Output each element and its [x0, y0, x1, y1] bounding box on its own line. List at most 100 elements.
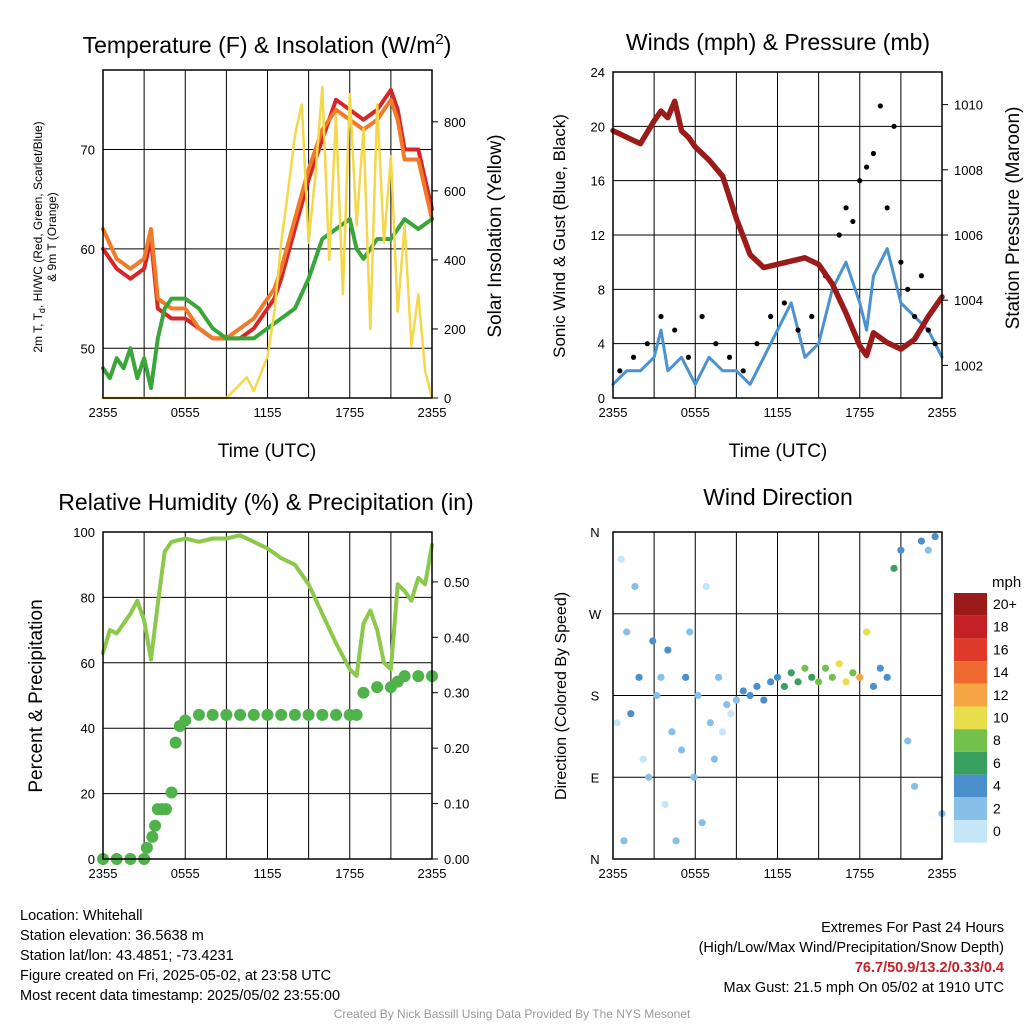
y-tick-label: W [589, 607, 602, 622]
precip-point [412, 670, 425, 683]
direction-point [801, 664, 809, 672]
temperature-ylabel-left-2: & 9m T (Orange) [45, 192, 59, 282]
y-tick-label: 80 [81, 590, 95, 605]
colorbar-label: 2 [993, 800, 1001, 816]
gust-point [925, 327, 931, 333]
direction-point [732, 696, 740, 704]
gust-point [713, 341, 719, 347]
extremes-subtitle: (High/Low/Max Wind/Precipitation/Snow De… [698, 940, 1004, 956]
y-tick-label: 4 [598, 337, 605, 352]
direction-point [706, 719, 714, 727]
precip-point [179, 714, 192, 727]
colorbar-label: 6 [993, 755, 1001, 771]
precip-point [357, 686, 370, 699]
direction-point [698, 819, 706, 827]
recent-timestamp: Most recent data timestamp: 2025/05/02 2… [20, 988, 341, 1004]
x-tick-label: 2355 [928, 405, 957, 420]
td-line [101, 217, 434, 391]
colorbar-swatch [954, 683, 987, 707]
gust-point [699, 313, 705, 320]
direction-point [917, 537, 926, 545]
direction-point [649, 637, 657, 645]
direction-point [897, 546, 905, 554]
y-tick-label-right: 800 [444, 115, 466, 130]
y-tick-label: N [590, 852, 599, 867]
x-tick-label: 2355 [89, 405, 118, 420]
colorbar-label: 8 [993, 732, 1001, 748]
precip-point [275, 708, 288, 721]
direction-point [808, 673, 816, 681]
direction-point [876, 664, 884, 672]
direction-point [639, 755, 647, 763]
direction-point [815, 678, 823, 686]
solar-insolation-line [101, 86, 434, 400]
x-tick-label: 2355 [418, 405, 447, 420]
x-tick-label: 0555 [171, 866, 200, 881]
direction-point [657, 673, 665, 681]
gust-point [795, 327, 801, 333]
direction-point [661, 800, 669, 809]
colorbar-swatch [954, 820, 987, 843]
gust-point [672, 327, 678, 333]
y-tick-label: 40 [81, 721, 95, 736]
sonic-wind-line [611, 247, 944, 386]
y-tick-label-right: 0.00 [444, 852, 469, 867]
gust-point [918, 273, 925, 279]
temperature-title: Temperature (F) & Insolation (W/m2) [83, 31, 452, 58]
precip-point [165, 786, 178, 799]
x-tick-label: 0555 [681, 405, 710, 420]
direction-point [863, 628, 871, 636]
figure-created: Figure created on Fri, 2025-05-02, at 23… [20, 968, 332, 984]
x-tick-label: 2355 [928, 866, 957, 881]
y-tick-label-right: 0.20 [444, 741, 469, 756]
direction-title: Wind Direction [703, 484, 853, 510]
y-tick-label: 20 [591, 119, 605, 134]
gust-point [740, 368, 746, 374]
winds-title: Winds (mph) & Pressure (mb) [626, 29, 930, 55]
direction-point [710, 755, 719, 763]
direction-point [694, 691, 702, 700]
y-tick-label-right: 1010 [954, 98, 983, 113]
x-tick-label: 1755 [335, 866, 364, 881]
y-tick-label-right: 1006 [954, 228, 983, 243]
y-tick-label-right: 600 [444, 184, 466, 199]
precip-point [140, 841, 153, 854]
direction-point [677, 746, 686, 754]
y-tick-label-right: 1002 [954, 358, 983, 373]
y-tick-label-right: 0.30 [444, 686, 469, 701]
colorbar-label: 10 [993, 710, 1009, 726]
gust-point [905, 286, 911, 292]
direction-point [828, 673, 836, 681]
extremes-box: Extremes For Past 24 Hours (High/Low/Max… [699, 918, 1004, 998]
y-tick-label-right: 0.10 [444, 797, 469, 812]
direction-point [883, 673, 891, 681]
direction-point [645, 773, 653, 781]
plot-frame [102, 69, 433, 399]
y-tick-label: 20 [81, 787, 95, 802]
precip-point [169, 736, 182, 749]
relative-humidity-line [101, 533, 434, 678]
station-pressure-line [610, 98, 945, 359]
direction-point [690, 773, 698, 781]
humidity-title: Relative Humidity (%) & Precipitation (i… [58, 489, 473, 515]
precip-point [330, 708, 343, 721]
direction-point [627, 710, 635, 718]
station-location: Location: Whitehall [20, 908, 143, 924]
x-tick-label: 2355 [599, 405, 628, 420]
direction-ylabel-left: Direction (Colored By Speed) [553, 592, 570, 800]
direction-point [727, 710, 735, 718]
winds-ylabel-right: Station Pressure (Maroon) [1003, 107, 1024, 330]
y-tick-label-right: 200 [444, 322, 466, 337]
direction-point [821, 664, 830, 672]
gust-point [658, 313, 664, 320]
direction-point [794, 678, 802, 686]
direction-point [835, 660, 843, 668]
direction-point [714, 673, 723, 681]
winds-xlabel: Time (UTC) [729, 441, 828, 462]
direction-point [842, 678, 850, 686]
precip-point [398, 670, 411, 683]
direction-point [904, 737, 912, 745]
direction-point [723, 700, 731, 709]
temperature-ylabel-left: 2m T, Td, HI/WC (Red, Green, Scarlet/Blu… [31, 121, 47, 352]
precip-point [288, 708, 301, 721]
